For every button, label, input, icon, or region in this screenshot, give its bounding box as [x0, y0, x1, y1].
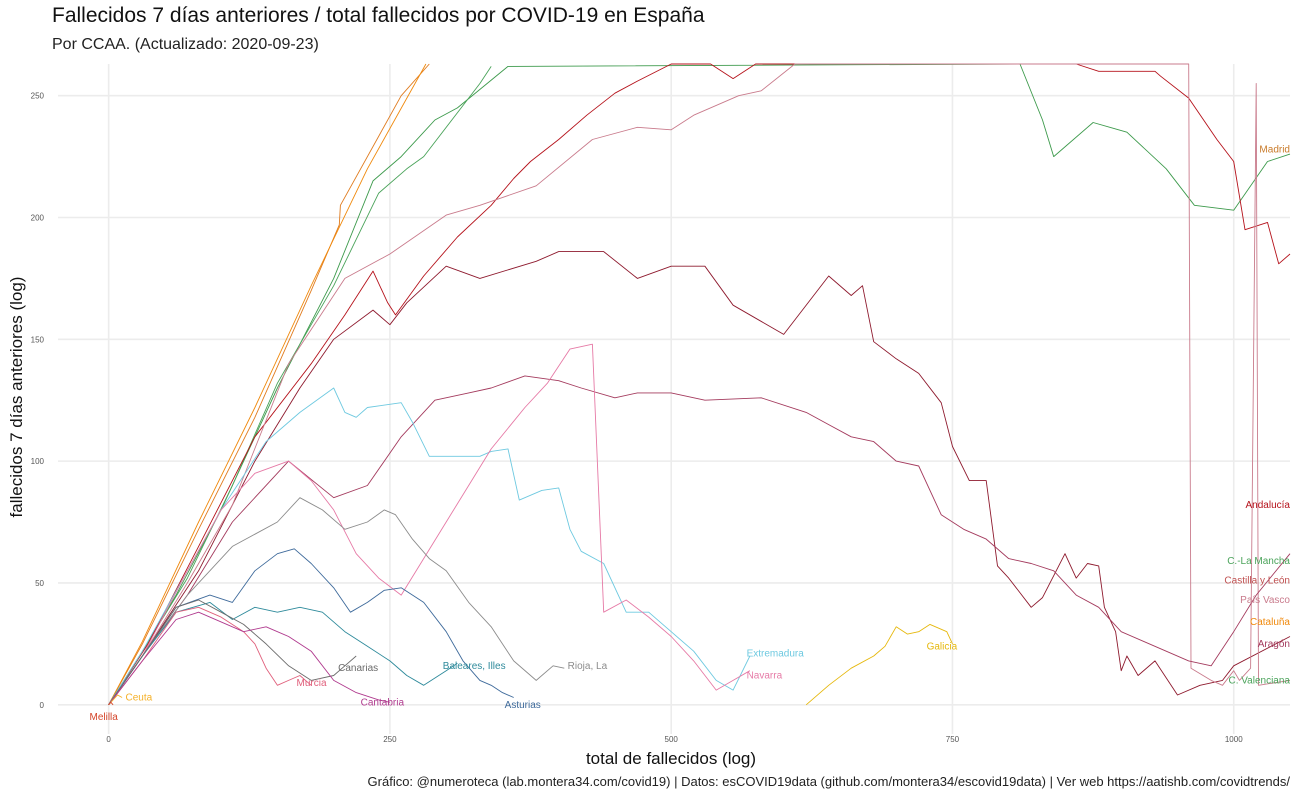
y-axis-ticks: 0 50 100 150 200 250: [31, 92, 45, 710]
series-line-andaluc-a: [108, 63, 1291, 706]
series-label-madrid: Madrid: [1259, 144, 1290, 155]
series-line-c-valenciana: [108, 66, 492, 706]
series-label-navarra: Navarra: [747, 671, 783, 682]
series-label-c-valenciana: C. Valenciana: [1228, 675, 1290, 686]
y-tick-label: 100: [31, 457, 45, 466]
series-line-catalu-a: [108, 63, 427, 706]
series-line-asturias: [108, 548, 514, 706]
series-line-rioja-la: [108, 497, 565, 706]
x-tick-label: 750: [946, 735, 960, 744]
series-line-pa-s-vasco: [108, 63, 1291, 706]
y-tick-label: 50: [35, 579, 44, 588]
series-label-catalu-a: Cataluña: [1250, 617, 1290, 628]
x-tick-label: 0: [106, 735, 111, 744]
series-line-melilla: [108, 701, 114, 706]
series-label-asturias: Asturias: [505, 700, 541, 711]
y-tick-label: 250: [31, 92, 45, 101]
series-line-arag-n: [108, 375, 1291, 706]
series-label-pa-s-vasco: País Vasco: [1240, 595, 1290, 606]
x-tick-label: 500: [665, 735, 679, 744]
series-label-canarias: Canarias: [338, 663, 378, 674]
series-line-murcia: [108, 606, 312, 706]
series-label-baleares-illes: Baleares, Illes: [443, 661, 506, 672]
chart-subtitle: Por CCAA. (Actualizado: 2020-09-23): [52, 36, 319, 53]
series-line-baleares-illes: [108, 601, 458, 706]
series-label-galicia: Galicia: [927, 641, 958, 652]
series-line-canarias: [108, 599, 357, 706]
series-line-galicia: [805, 623, 953, 706]
series-line-madrid: [108, 63, 430, 706]
series-line-extremadura: [108, 387, 751, 706]
y-tick-label: 150: [31, 335, 45, 344]
y-tick-label: 0: [40, 701, 45, 710]
series-label-cantabria: Cantabria: [361, 697, 405, 708]
series-label-andaluc-a: Andalucía: [1246, 500, 1291, 511]
chart-caption: Gráfico: @numeroteca (lab.montera34.com/…: [367, 774, 1290, 789]
x-tick-label: 250: [383, 735, 397, 744]
series-label-melilla: Melilla: [90, 712, 119, 723]
x-axis-title: total de fallecidos (log): [586, 749, 756, 768]
series-label-ceuta: Ceuta: [126, 692, 153, 703]
series-labels: Madrid Andalucía C.-La Mancha Castilla y Le…: [90, 144, 1291, 723]
series-label-extremadura: Extremadura: [747, 649, 805, 660]
series-line-cantabria: [108, 611, 390, 706]
y-axis-title: fallecidos 7 días anteriores (log): [7, 277, 26, 518]
series-line-navarra: [108, 343, 751, 706]
series-line-c-la-mancha: [108, 63, 1291, 706]
series-lines: [108, 63, 1291, 706]
x-axis-ticks: 0 250 500 750 1000: [106, 735, 1243, 744]
series-line-castilla-y-le-n: [108, 251, 1291, 706]
series-label-castilla-y-le-n: Castilla y León: [1224, 576, 1290, 587]
y-tick-label: 200: [31, 213, 45, 222]
series-label-c-la-mancha: C.-La Mancha: [1227, 556, 1290, 567]
series-label-rioja-la: Rioja, La: [568, 661, 608, 672]
series-label-arag-n: Aragón: [1258, 639, 1290, 650]
grid: [58, 64, 1290, 734]
series-label-murcia: Murcia: [297, 678, 327, 689]
chart-title: Fallecidos 7 días anteriores / total fal…: [52, 4, 705, 27]
x-tick-label: 1000: [1225, 735, 1243, 744]
